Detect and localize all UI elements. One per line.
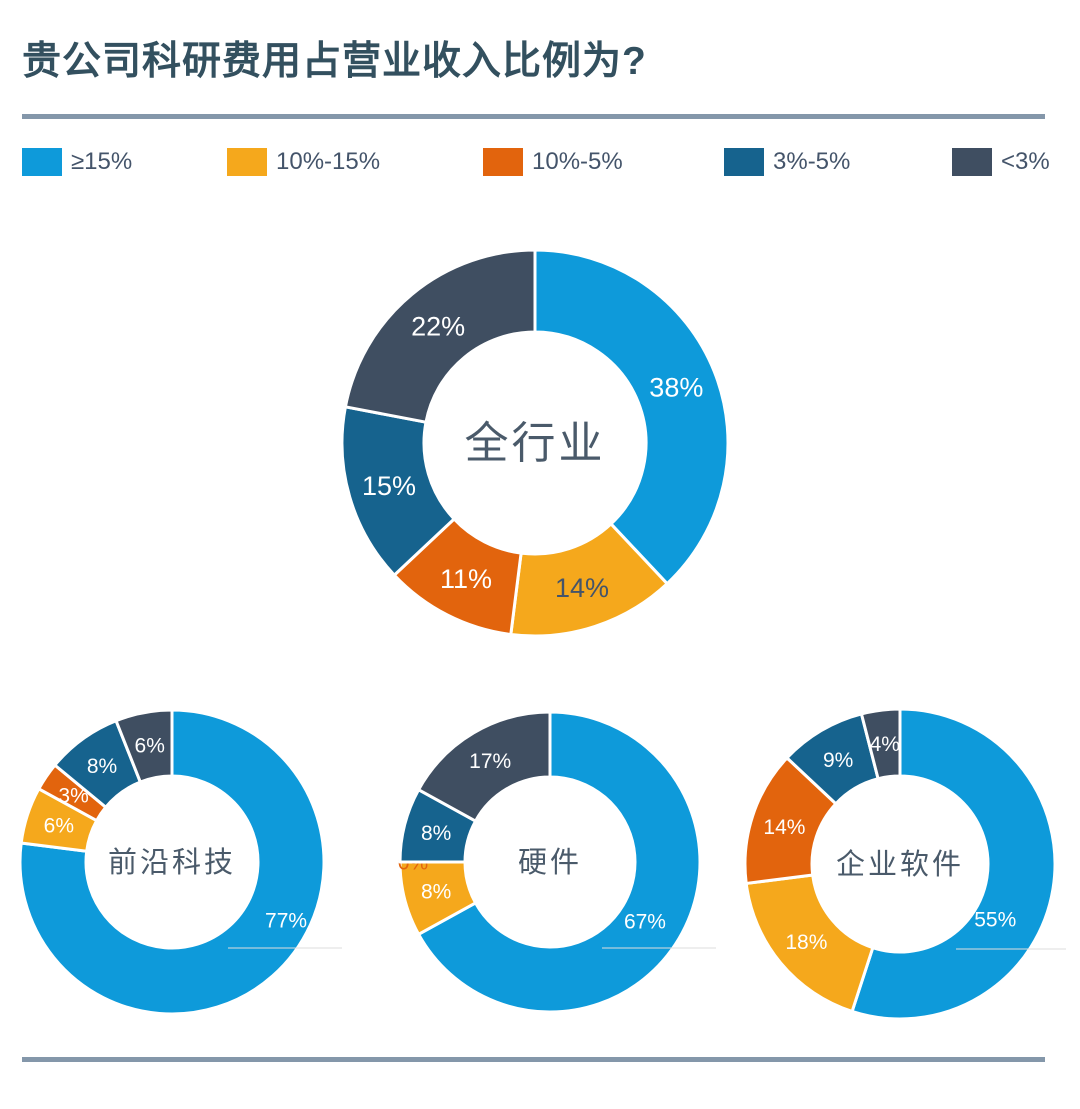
donut-slice-全行业-<3% xyxy=(343,248,537,424)
donut-slice-硬件-<3% xyxy=(417,710,552,823)
legend-swatch-icon xyxy=(952,148,992,176)
donut-center-label: 前沿科技 xyxy=(108,846,236,879)
donut-center-label: 硬件 xyxy=(518,846,582,879)
slice-value-label: 14% xyxy=(763,816,805,839)
donut-slice-企业软件-<3% xyxy=(859,707,902,781)
legend-item-1: 10%-15% xyxy=(227,148,380,176)
legend-label: <3% xyxy=(1001,148,1050,175)
slice-value-label: 22% xyxy=(411,311,465,341)
legend-item-4: <3% xyxy=(952,148,1050,176)
slice-value-label: 55% xyxy=(974,908,1016,931)
donut-center-label: 全行业 xyxy=(465,419,606,468)
slice-value-label: 8% xyxy=(421,822,451,845)
donut-slice-企业软件-≥15% xyxy=(850,707,1057,1021)
donut-slice-前沿科技-≥15% xyxy=(18,708,326,1016)
slice-value-label: 3% xyxy=(58,784,88,807)
slice-value-label: 11% xyxy=(440,564,492,594)
top-divider xyxy=(22,114,1045,119)
legend-swatch-icon xyxy=(483,148,523,176)
slice-value-label: 8% xyxy=(421,881,451,904)
legend-label: 3%-5% xyxy=(773,148,851,175)
legend-label: 10%-15% xyxy=(276,148,381,175)
slice-value-label: 4% xyxy=(870,733,900,756)
donut-slice-硬件-≥15% xyxy=(417,710,702,1014)
slice-value-label: 18% xyxy=(785,931,827,954)
slice-value-label: 67% xyxy=(624,911,666,934)
slice-value-label: 14% xyxy=(555,573,609,603)
donut-slice-全行业-≥15% xyxy=(533,248,730,586)
bottom-divider xyxy=(22,1057,1045,1062)
slice-value-label: 6% xyxy=(44,815,74,838)
donut-slice-前沿科技-<3% xyxy=(114,708,174,784)
legend-item-3: 3%-5% xyxy=(724,148,850,176)
legend-label: 10%-5% xyxy=(532,148,623,175)
slice-value-label: 38% xyxy=(649,372,703,402)
slice-value-label: 15% xyxy=(362,471,416,501)
donut-center-label: 企业软件 xyxy=(836,848,964,881)
legend-swatch-icon xyxy=(724,148,764,176)
legend-label: ≥15% xyxy=(71,148,133,175)
slice-value-label: 17% xyxy=(469,750,511,773)
page-title: 贵公司科研费用占营业收入比例为? xyxy=(22,40,647,83)
legend-swatch-icon xyxy=(227,148,267,176)
legend-item-2: 10%-5% xyxy=(483,148,623,176)
slice-value-label: 6% xyxy=(135,734,165,757)
legend-swatch-icon xyxy=(22,148,62,176)
slice-value-label: 77% xyxy=(265,909,307,932)
slice-value-label: 9% xyxy=(823,749,853,772)
slice-value-label: 8% xyxy=(87,755,117,778)
legend-item-0: ≥15% xyxy=(22,148,132,176)
